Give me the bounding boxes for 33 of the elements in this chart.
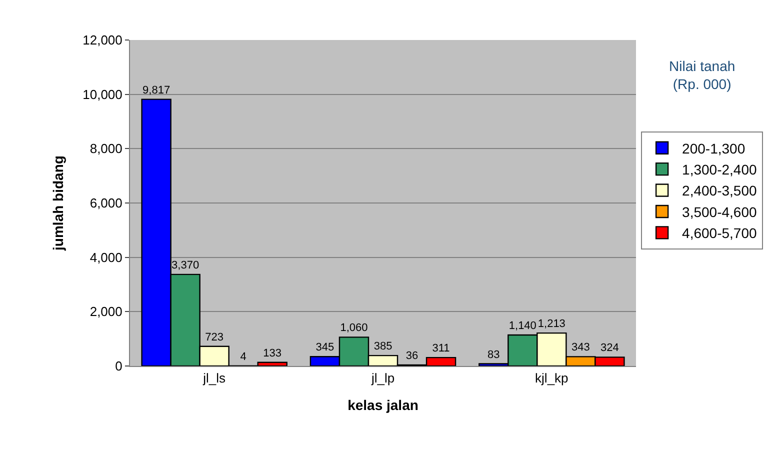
- data-label: 9,817: [142, 84, 170, 96]
- data-label: 1,060: [340, 322, 368, 334]
- y-tick-label: 4,000: [90, 250, 122, 265]
- data-label: 385: [374, 340, 392, 353]
- data-label: 3,370: [172, 259, 200, 272]
- y-tick-label: 12,000: [82, 32, 122, 48]
- y-tick-label: 0: [115, 358, 122, 374]
- y-tick-label: 8,000: [90, 141, 122, 156]
- y-tick-label: 10,000: [82, 86, 122, 102]
- data-label: 133: [263, 347, 282, 360]
- legend-label: 2,400-3,500: [682, 182, 758, 199]
- data-label: 343: [571, 342, 590, 354]
- legend-label: 4,600-5,700: [682, 225, 758, 242]
- data-label: 36: [406, 350, 418, 362]
- y-tick-label: 6,000: [90, 196, 122, 211]
- x-axis-title: kelas jalan: [348, 396, 418, 413]
- y-axis-title: jumlah bidang: [50, 156, 66, 252]
- data-label: 723: [205, 331, 224, 344]
- x-tick-label: jl_ls: [202, 370, 226, 386]
- legend-label: 200-1,300: [682, 140, 746, 156]
- data-label: 1,140: [508, 320, 536, 332]
- x-tick-label: kjl_kp: [535, 370, 568, 386]
- data-label: 4: [240, 350, 246, 363]
- data-label: 345: [316, 342, 334, 354]
- data-label: 324: [600, 342, 619, 354]
- legend-title: Nilai tanah (Rp. 000): [669, 58, 736, 92]
- y-tick-label: 2,000: [90, 304, 122, 320]
- data-label: 83: [488, 348, 500, 361]
- x-tick-label: jl_lp: [370, 370, 395, 386]
- legend-label: 1,300-2,400: [682, 162, 758, 178]
- data-label: 311: [432, 342, 450, 355]
- data-label: 1,213: [538, 318, 566, 330]
- legend-label: 3,500-4,600: [682, 204, 758, 220]
